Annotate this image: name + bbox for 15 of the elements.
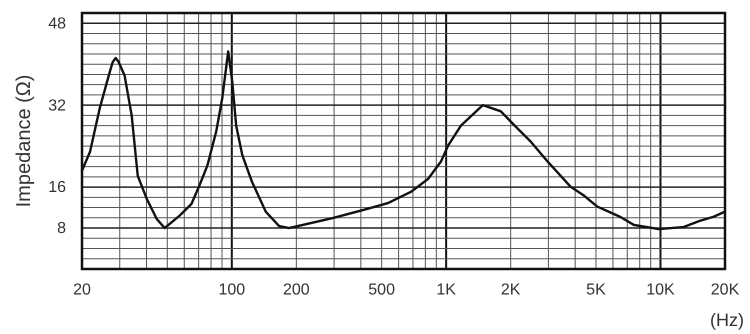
- x-tick-label: 5K: [586, 281, 606, 298]
- x-tick-label: 500: [368, 281, 396, 298]
- x-axis-title: (Hz): [710, 310, 744, 330]
- x-tick-label: 100: [218, 281, 246, 298]
- x-tick-label: 2K: [500, 281, 521, 298]
- y-tick-label: 48: [48, 15, 66, 32]
- y-tick-label: 32: [48, 97, 66, 114]
- y-tick-label: 16: [48, 179, 66, 196]
- x-tick-label: 20K: [710, 281, 740, 298]
- y-axis-title: Impedance (Ω): [13, 74, 35, 208]
- x-tick-label: 1K: [436, 281, 456, 298]
- x-tick-label: 10K: [646, 281, 676, 298]
- x-tick-label: 200: [282, 281, 310, 298]
- y-tick-label: 8: [57, 220, 66, 238]
- x-tick-label: 20: [73, 281, 91, 298]
